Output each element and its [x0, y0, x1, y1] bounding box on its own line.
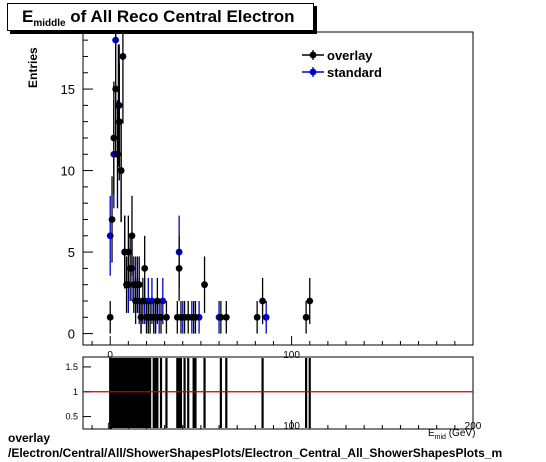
footer-path: /Electron/Central/All/ShowerShapesPlots/… [8, 446, 503, 460]
overlay-point [217, 313, 225, 321]
chart-title: Emiddle of All Reco Central Electron [22, 7, 295, 29]
x-axis-label: Emid (GeV) [428, 428, 475, 441]
overlay-point [157, 313, 165, 321]
overlay-point [135, 281, 143, 289]
overlay-point [163, 313, 170, 321]
overlay-point [253, 313, 261, 321]
ratio-axes: 01002000.511.5 [65, 362, 481, 432]
ratio-x-tick-label: 100 [283, 421, 300, 432]
footer-label: overlay [8, 431, 51, 445]
overlay-point [108, 216, 116, 223]
x-axis-label-main: E [428, 428, 435, 439]
y-tick-label: 0 [68, 327, 75, 342]
title-subscript: middle [33, 18, 66, 29]
overlay-point [106, 313, 114, 321]
overlay-point [306, 297, 314, 305]
series-standard [106, 32, 270, 334]
overlay-point [128, 232, 136, 240]
y-axis-label: Entries [26, 47, 40, 88]
overlay-point [141, 264, 149, 272]
ratio-x-tick-label: 200 [465, 421, 482, 432]
main-axes: 0 100 0 5 10 15 [61, 39, 474, 361]
legend-label: overlay [327, 48, 373, 63]
y-tick-label: 5 [68, 245, 75, 260]
overlay-point [222, 313, 230, 321]
y-tick-label: 15 [61, 82, 75, 97]
legend-marker [309, 68, 317, 76]
chart-title-box: Emiddle of All Reco Central Electron [7, 3, 314, 31]
overlay-point [184, 313, 192, 321]
title-rest: of All Reco Central Electron [65, 7, 295, 26]
overlay-point [259, 297, 266, 305]
overlay-point [117, 167, 125, 174]
legend-marker [309, 51, 317, 59]
x-axis-label-sub: mid [434, 434, 446, 441]
ratio-y-tick-label: 1 [73, 387, 78, 397]
overlay-point [153, 297, 161, 305]
x-tick-label: 100 [283, 350, 300, 361]
x-tick-label: 0 [107, 350, 113, 361]
x-axis-label-rest: (GeV) [445, 428, 476, 439]
overlay-point [175, 264, 183, 272]
ratio-y-tick-label: 1.5 [65, 362, 78, 372]
ratio-y-tick-label: 0.5 [65, 412, 78, 422]
y-tick-label: 10 [61, 164, 75, 179]
overlay-point [201, 281, 208, 289]
ratio-marks [83, 358, 473, 428]
standard-point [262, 313, 270, 321]
overlay-point [114, 101, 122, 109]
overlay-point [302, 313, 310, 321]
title-main: E [22, 7, 34, 26]
overlay-point [112, 85, 120, 93]
overlay-point [119, 53, 127, 60]
main-plot-frame [82, 31, 474, 346]
legend: overlay standard [302, 48, 382, 80]
overlay-point [192, 313, 199, 321]
legend-label: standard [327, 65, 382, 80]
series-overlay [106, 32, 314, 334]
ratio-plot-frame [82, 356, 474, 430]
